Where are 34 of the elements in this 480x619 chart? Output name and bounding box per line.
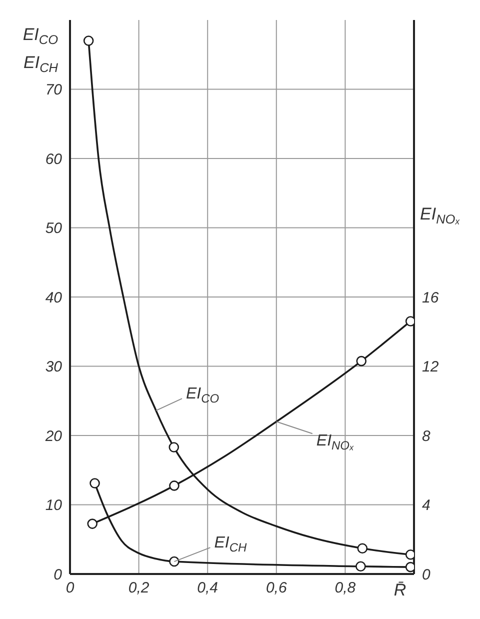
- x-axis-title: R̄: [394, 580, 406, 600]
- x-tick-label: 0,8: [334, 580, 356, 597]
- series-label: EI$_{NOₓ}$: [316, 432, 355, 452]
- y2-tick-label: 12: [422, 358, 440, 376]
- point: [83, 36, 94, 46]
- y-tick-label: 50: [45, 220, 63, 238]
- point: [356, 356, 367, 366]
- y2-tick-label: 8: [422, 428, 431, 445]
- y-tick-label: 0: [54, 566, 63, 584]
- point: [169, 480, 180, 491]
- y2-axis-title: EI$_{NOₓ}$: [420, 204, 460, 226]
- point: [87, 518, 98, 529]
- y-axis-title: EI$_{CO}$ EI$_{CH}$: [22, 25, 59, 75]
- series-label: EI$_{CO}$: [186, 386, 220, 406]
- y-tick-label: 30: [45, 358, 63, 376]
- y2-tick-label: 0: [422, 566, 431, 584]
- point: [90, 478, 100, 488]
- x-tick-label: 0,4: [197, 580, 218, 597]
- point: [357, 543, 368, 554]
- y-tick-label: 10: [45, 497, 63, 514]
- y2-tick-label: 4: [422, 497, 430, 514]
- series-label: EI$_{CH}$: [214, 534, 248, 554]
- y-tick-label: 60: [45, 150, 63, 168]
- y2-tick-label: 16: [422, 289, 440, 306]
- point: [405, 562, 414, 572]
- x-tick-label: 0: [66, 580, 75, 597]
- y-tick-label: 70: [45, 82, 63, 99]
- y-tick-label: 20: [44, 428, 63, 445]
- point: [356, 561, 366, 572]
- x-tick-label: 0,6: [266, 580, 288, 597]
- point: [168, 442, 180, 452]
- x-tick-label: 0,2: [128, 580, 150, 597]
- y-tick-label: 40: [45, 289, 63, 306]
- point: [169, 556, 180, 567]
